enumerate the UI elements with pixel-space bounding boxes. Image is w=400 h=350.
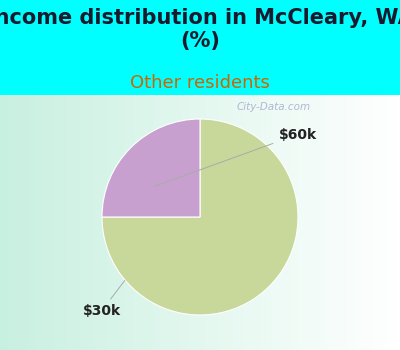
Text: $30k: $30k [82, 280, 125, 318]
Text: Other residents: Other residents [130, 74, 270, 92]
Wedge shape [102, 119, 298, 315]
Text: $60k: $60k [154, 128, 316, 187]
Wedge shape [102, 119, 200, 217]
Text: Income distribution in McCleary, WA
(%): Income distribution in McCleary, WA (%) [0, 8, 400, 51]
Text: City-Data.com: City-Data.com [236, 102, 310, 112]
